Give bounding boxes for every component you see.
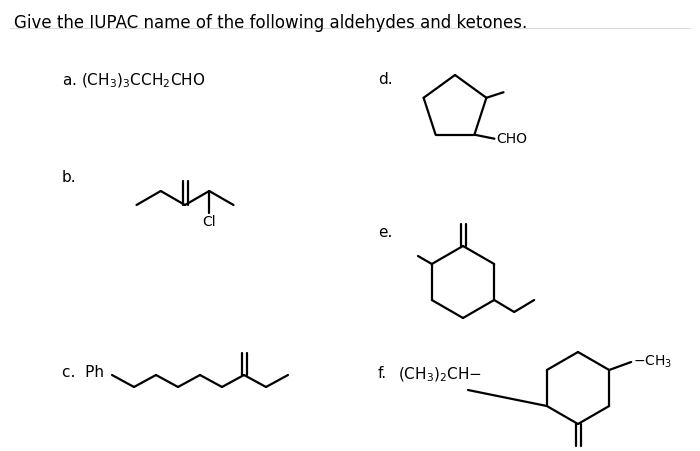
Text: b.: b. xyxy=(62,170,76,185)
Text: a. (CH$_3$)$_3$CCH$_2$CHO: a. (CH$_3$)$_3$CCH$_2$CHO xyxy=(62,72,205,90)
Text: (CH$_3$)$_2$CH$-$: (CH$_3$)$_2$CH$-$ xyxy=(398,366,482,384)
Text: f.: f. xyxy=(378,366,387,381)
Text: e.: e. xyxy=(378,225,393,240)
Text: CHO: CHO xyxy=(496,132,527,146)
Text: d.: d. xyxy=(378,72,393,87)
Text: c.  Ph: c. Ph xyxy=(62,365,104,380)
Text: $-$CH$_3$: $-$CH$_3$ xyxy=(634,354,673,370)
Text: Give the IUPAC name of the following aldehydes and ketones.: Give the IUPAC name of the following ald… xyxy=(14,14,527,32)
Text: Cl: Cl xyxy=(202,215,216,229)
